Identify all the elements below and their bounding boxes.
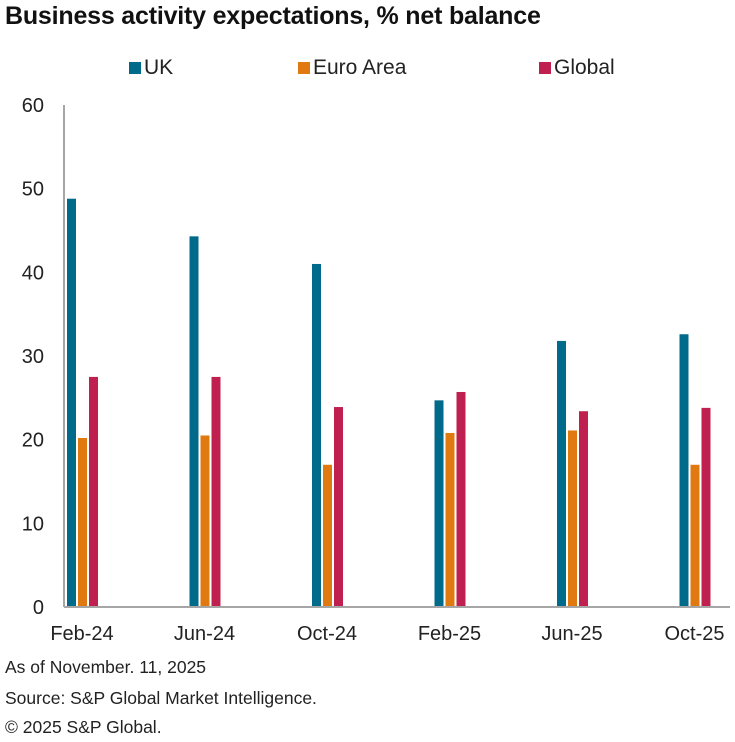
- bar-global-jun-25: [579, 411, 588, 607]
- bar-uk-feb-25: [434, 400, 444, 607]
- y-tick-label: 40: [22, 262, 44, 284]
- bar-euro-area-jun-24: [200, 435, 210, 607]
- y-tick-label: 30: [22, 346, 44, 368]
- legend-label-uk: UK: [144, 56, 174, 79]
- x-tick-label: Feb-25: [418, 623, 481, 645]
- bar-euro-area-feb-24: [78, 437, 87, 607]
- y-tick-label: 0: [33, 597, 44, 619]
- x-tick-labels: Feb-24 Jun-24 Oct-24 Feb-25 Jun-25 Oct-25: [50, 623, 724, 645]
- footer-as-of: As of November. 11, 2025: [5, 657, 207, 677]
- x-tick-label: Jun-24: [174, 623, 235, 645]
- bar-uk-jun-24: [189, 236, 199, 607]
- bar-uk-feb-24: [67, 198, 76, 607]
- bar-global-oct-24: [334, 407, 343, 607]
- bar-euro-area-jun-25: [568, 430, 577, 607]
- legend-item-euro-area: Euro Area: [298, 56, 406, 80]
- legend-item-uk: UK: [129, 56, 173, 80]
- bar-global-jun-24: [211, 376, 221, 607]
- legend: UK Euro Area Global: [0, 56, 735, 82]
- y-tick-label: 50: [22, 179, 44, 201]
- bar-uk-oct-25: [679, 334, 689, 607]
- bar-global-oct-25: [701, 407, 711, 607]
- legend-item-global: Global: [539, 56, 615, 80]
- bars-group: [67, 198, 711, 607]
- footer-source: Source: S&P Global Market Intelligence.: [5, 688, 317, 708]
- bar-uk-jun-25: [557, 340, 566, 607]
- y-tick-labels: 0 10 20 30 40 50 60: [22, 95, 44, 619]
- legend-swatch-global: [539, 62, 551, 74]
- bar-global-feb-25: [456, 391, 466, 607]
- bar-euro-area-oct-25: [690, 464, 700, 607]
- legend-swatch-euro-area: [298, 62, 310, 74]
- plot-area: 0 10 20 30 40 50 60 Feb-24 Jun-24 Oct-24 Feb-25 Ju…: [22, 95, 730, 645]
- bar-global-feb-24: [89, 376, 98, 607]
- chart-title: Business activity expectations, % net ba…: [5, 2, 541, 30]
- y-tick-label: 60: [22, 95, 44, 117]
- x-tick-label: Oct-25: [664, 623, 724, 645]
- legend-label-euro-area: Euro Area: [313, 56, 407, 79]
- bar-euro-area-oct-24: [323, 464, 332, 607]
- legend-swatch-uk: [129, 62, 141, 74]
- footer-copyright: © 2025 S&P Global.: [5, 717, 162, 737]
- legend-label-global: Global: [554, 56, 615, 79]
- y-tick-label: 20: [22, 430, 44, 452]
- x-tick-label: Jun-25: [541, 623, 602, 645]
- bar-euro-area-feb-25: [445, 432, 455, 607]
- bar-uk-oct-24: [312, 263, 321, 607]
- x-tick-label: Feb-24: [50, 623, 113, 645]
- y-tick-label: 10: [22, 513, 44, 535]
- x-tick-label: Oct-24: [297, 623, 357, 645]
